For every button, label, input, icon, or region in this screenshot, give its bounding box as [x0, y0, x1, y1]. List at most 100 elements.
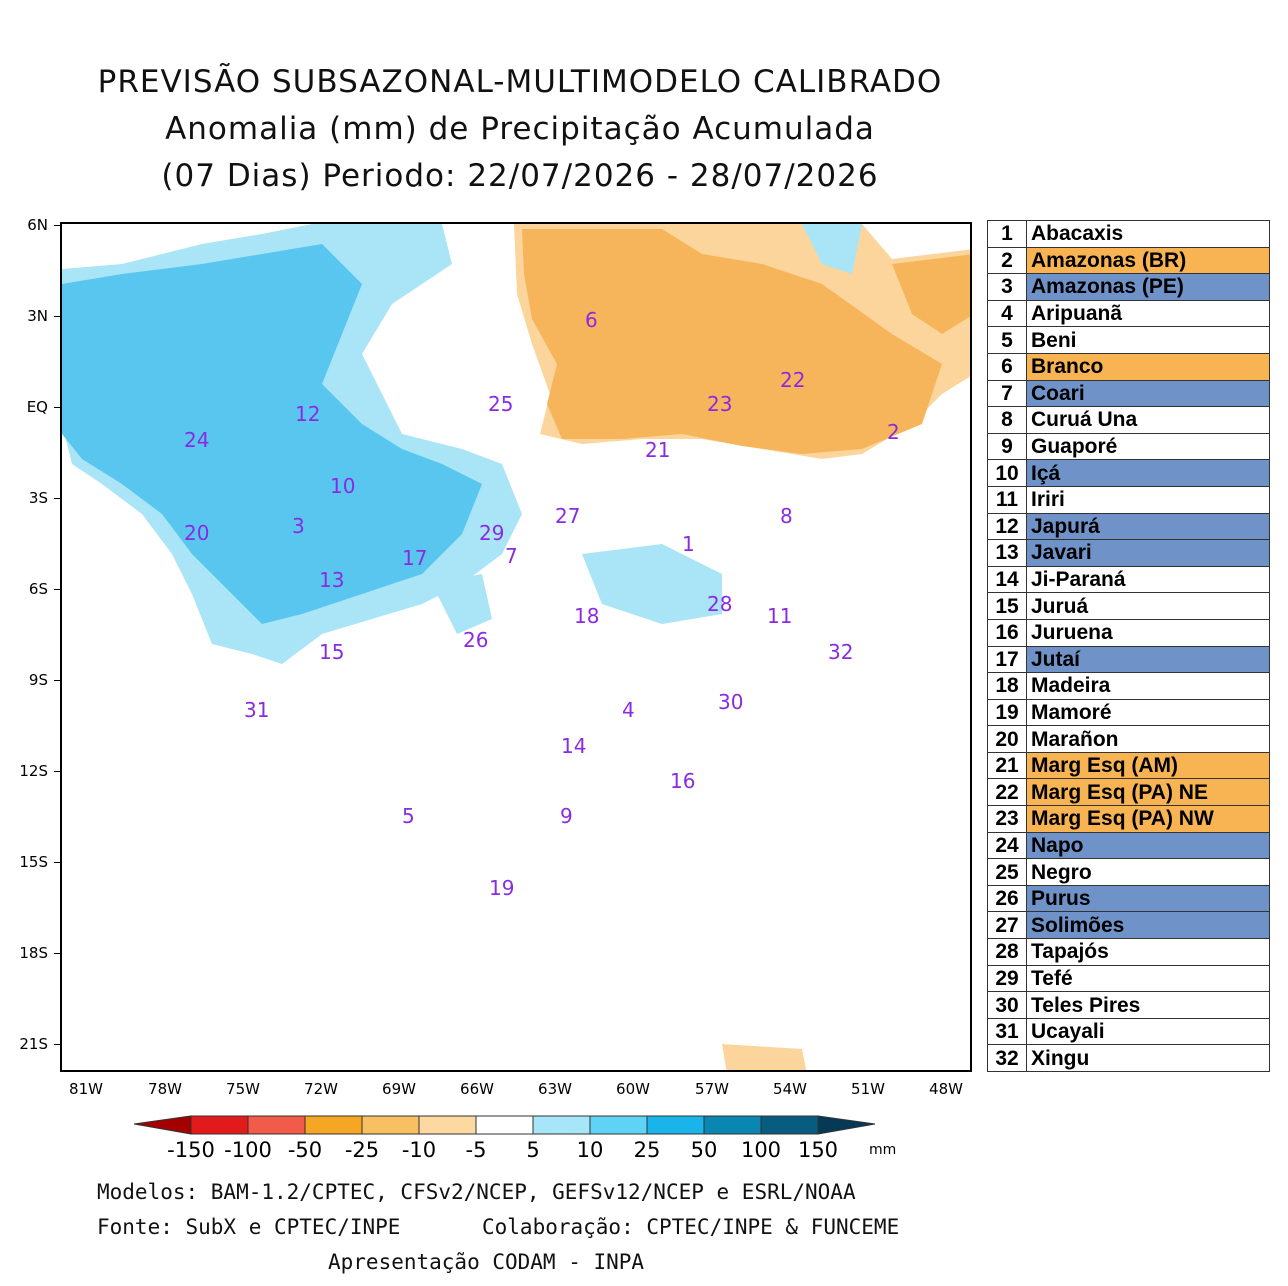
colorbar-segment — [589, 1115, 648, 1135]
x-tick-label: 75W — [226, 1080, 260, 1098]
colorbar — [134, 1115, 876, 1135]
colorbar-segment — [646, 1115, 705, 1135]
legend-basin-name: Marg Esq (PA) NW — [1026, 805, 1270, 833]
x-tick-label: 78W — [148, 1080, 182, 1098]
legend-row: 10 Içá — [987, 459, 1270, 487]
legend-basin-number: 6 — [987, 352, 1027, 381]
colorbar-segment — [247, 1115, 306, 1135]
legend-basin-name: Marg Esq (PA) NE — [1026, 778, 1270, 807]
legend-basin-name: Marañon — [1026, 725, 1270, 753]
basin-label: 27 — [555, 504, 581, 528]
basin-label: 30 — [718, 690, 744, 714]
colorbar-tick-label: 150 — [797, 1138, 839, 1162]
dry-anomaly-spot — [722, 1044, 807, 1070]
y-tick-label: 9S — [28, 671, 48, 689]
basin-label: 13 — [319, 568, 345, 592]
legend-basin-name: Ucayali — [1026, 1017, 1270, 1046]
legend-basin-name: Guaporé — [1026, 432, 1270, 461]
legend-basin-number: 21 — [987, 751, 1027, 780]
legend-row: 7 Coari — [987, 379, 1270, 408]
y-tickmark — [54, 407, 62, 408]
legend-basin-name: Tefé — [1026, 964, 1270, 993]
legend-basin-number: 32 — [987, 1044, 1027, 1072]
basin-label: 23 — [707, 392, 733, 416]
colorbar-tick-label: -10 — [401, 1138, 437, 1162]
y-tickmark — [54, 589, 62, 590]
x-tick-label: 63W — [538, 1080, 572, 1098]
colorbar-segment — [817, 1115, 876, 1135]
y-tick-label: 18S — [19, 944, 48, 962]
colorbar-segment — [361, 1115, 420, 1135]
legend-basin-name: Iriri — [1026, 485, 1270, 514]
colorbar-segment — [760, 1115, 819, 1135]
y-tickmark — [54, 953, 62, 954]
legend-basin-number: 18 — [987, 672, 1027, 700]
wet-anomaly-region — [802, 224, 862, 274]
y-tickmark — [54, 316, 62, 317]
legend-row: 2 Amazonas (BR) — [987, 246, 1270, 275]
basin-label: 15 — [319, 640, 345, 664]
legend-basin-number: 28 — [987, 938, 1027, 966]
legend-row: 4 Aripuanã — [987, 299, 1270, 328]
legend-basin-name: Curuá Una — [1026, 406, 1270, 434]
y-tickmark — [54, 862, 62, 863]
legend-row: 28 Tapajós — [987, 938, 1270, 966]
legend-row: 22 Marg Esq (PA) NE — [987, 778, 1270, 807]
basin-label: 4 — [622, 698, 635, 722]
y-tickmark — [54, 1044, 62, 1045]
map-title-line-3: (07 Dias) Periodo: 22/07/2026 - 28/07/20… — [161, 158, 879, 194]
colorbar-tick-label: 10 — [576, 1138, 604, 1162]
legend-basin-number: 7 — [987, 379, 1027, 408]
basin-label: 1 — [682, 532, 695, 556]
map-title-line-2: Anomalia (mm) de Precipitação Acumulada — [165, 111, 875, 147]
legend-basin-number: 24 — [987, 831, 1027, 860]
basin-label: 28 — [707, 592, 733, 616]
y-tick-label: 3S — [28, 489, 48, 507]
y-tick-label: 6S — [28, 580, 48, 598]
basin-label: 24 — [184, 428, 210, 452]
legend-basin-name: Juruena — [1026, 618, 1270, 647]
legend-basin-name: Negro — [1026, 858, 1270, 886]
legend-basin-number: 19 — [987, 698, 1027, 727]
y-tick-label: 6N — [27, 216, 48, 234]
y-tickmark — [54, 225, 62, 226]
legend-row: 5 Beni — [987, 326, 1270, 354]
legend-basin-name: Ji-Paraná — [1026, 565, 1270, 594]
basin-label: 31 — [244, 698, 270, 722]
legend-row: 17 Jutaí — [987, 645, 1270, 674]
legend-basin-number: 2 — [987, 246, 1027, 275]
legend-row: 12 Japurá — [987, 512, 1270, 541]
legend-row: 14 Ji-Paraná — [987, 565, 1270, 594]
legend-basin-name: Tapajós — [1026, 938, 1270, 966]
colorbar-segment — [190, 1115, 249, 1135]
legend-basin-number: 4 — [987, 299, 1027, 328]
legend-row: 24 Napo — [987, 831, 1270, 860]
legend-basin-number: 10 — [987, 459, 1027, 487]
legend-basin-name: Branco — [1026, 352, 1270, 381]
colorbar-segment — [304, 1115, 363, 1135]
colorbar-segment — [475, 1115, 534, 1135]
footer-models: Modelos: BAM-1.2/CPTEC, CFSv2/NCEP, GEFS… — [97, 1180, 856, 1204]
basin-label: 32 — [828, 640, 854, 664]
legend-basin-number: 25 — [987, 858, 1027, 886]
basin-label: 10 — [330, 474, 356, 498]
legend-basin-number: 22 — [987, 778, 1027, 807]
basin-label: 14 — [561, 734, 587, 758]
x-tick-label: 66W — [460, 1080, 494, 1098]
legend-basin-name: Teles Pires — [1026, 991, 1270, 1019]
colorbar-tick-label: -5 — [465, 1138, 487, 1162]
legend-basin-name: Xingu — [1026, 1044, 1270, 1072]
map-canvas — [62, 224, 970, 1070]
legend-basin-number: 11 — [987, 485, 1027, 514]
legend-basin-number: 26 — [987, 884, 1027, 913]
basin-legend: 1 Abacaxis 2 Amazonas (BR) 3 Amazonas (PE) 4 Ar… — [987, 220, 1270, 1072]
legend-basin-name: Javari — [1026, 539, 1270, 567]
x-tick-label: 72W — [304, 1080, 338, 1098]
basin-label: 19 — [489, 876, 515, 900]
legend-basin-name: Marg Esq (AM) — [1026, 751, 1270, 780]
basin-label: 17 — [402, 546, 428, 570]
legend-basin-name: Beni — [1026, 326, 1270, 354]
legend-basin-name: Amazonas (BR) — [1026, 246, 1270, 275]
wet-anomaly-region — [582, 544, 722, 624]
legend-basin-number: 30 — [987, 991, 1027, 1019]
